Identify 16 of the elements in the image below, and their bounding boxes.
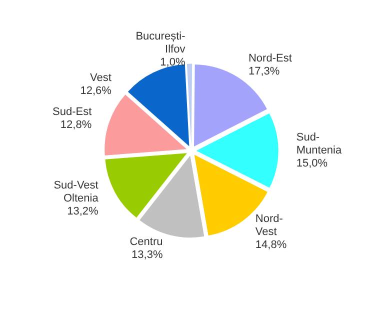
slice-label: Vest [90, 72, 112, 84]
data-label: 12,6% [80, 85, 112, 98]
data-label: 1,0% [160, 56, 186, 69]
data-label: 13,2% [67, 205, 99, 218]
slice-label: București- Ilfov [136, 30, 186, 56]
slice-label: Nord-Est [248, 52, 292, 64]
slice-label: Nord- Vest [255, 212, 284, 238]
slice-label: Sud- Muntenia [296, 132, 342, 157]
data-label: 13,3% [132, 249, 163, 262]
data-label: 12,8% [60, 119, 92, 132]
slice-label: Centru [130, 236, 163, 248]
slice-label: Sud-Est [52, 106, 92, 118]
data-label: 14,8% [255, 238, 287, 251]
data-label: 17,3% [248, 65, 280, 78]
data-label: 15,0% [296, 158, 328, 170]
slice-label: Sud-Vest Oltenia [54, 179, 100, 204]
